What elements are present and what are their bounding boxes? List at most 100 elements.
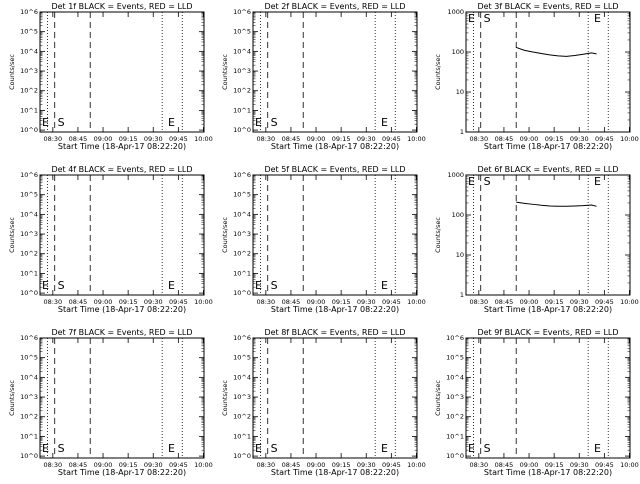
plot-det-5f-xlabel: Start Time (18-Apr-17 08:22:20) — [271, 305, 399, 314]
plot-det-1f-xtick-label: 08:45 — [69, 135, 88, 143]
plot-det-4f-ytick-label: 10^0 — [20, 289, 38, 297]
plot-det-7f-ytick-label: 10^2 — [20, 413, 38, 421]
plot-det-5f-ylabel: Counts/sec — [221, 217, 229, 253]
plot-det-9f-xtick-label: 09:15 — [545, 461, 564, 469]
plot-det-8f-xtick-label: 09:15 — [332, 461, 351, 469]
plot-det-1f-xtick-label: 10:00 — [194, 135, 213, 143]
plot-det-6f-xtick-label: 08:30 — [469, 298, 488, 306]
plot-det-3f-frame — [465, 11, 631, 133]
plot-det-8f-title: Det 8f BLACK = Events, RED = LLD — [264, 328, 405, 337]
plot-det-1f-ytick-label: 10^6 — [20, 8, 38, 16]
plot-det-9f-marker-S: S — [484, 442, 491, 455]
plot-det-1f-xtick-label: 09:00 — [94, 135, 113, 143]
plot-det-1f-ytick-label: 10^2 — [20, 87, 38, 95]
plot-det-2f-ytick-label: 10^4 — [233, 47, 251, 55]
plot-det-9f-xtick-label: 08:30 — [469, 461, 488, 469]
plot-det-6f-xtick-label: 08:45 — [495, 298, 514, 306]
plot-det-6f-ytick-label: 100 — [452, 211, 464, 219]
plot-det-4f-marker-S: S — [58, 279, 65, 292]
plot-det-7f-marker-E-start: E — [42, 442, 49, 455]
plot-det-6f-series-0 — [516, 201, 597, 207]
plot-det-2f-ytick-label: 10^2 — [233, 87, 251, 95]
plot-det-5f-xtick-label: 08:30 — [256, 298, 275, 306]
plot-det-6f-marker-E-start: E — [468, 175, 475, 188]
plot-det-4f-title: Det 4f BLACK = Events, RED = LLD — [51, 165, 192, 174]
plot-det-3f-ytick-label: 1000 — [447, 8, 464, 16]
plot-det-3f-xtick-label: 08:45 — [495, 135, 514, 143]
plot-det-1f-marker-S: S — [58, 116, 65, 129]
plot-det-8f-ytick-label: 10^3 — [233, 393, 251, 401]
plot-det-8f-marker-S: S — [271, 442, 278, 455]
plot-det-4f-xtick-label: 08:45 — [69, 298, 88, 306]
plot-det-8f-xtick-label: 08:45 — [282, 461, 301, 469]
plot-det-7f-ytick-label: 10^4 — [20, 373, 38, 381]
plot-det-9f-marker-E-start: E — [468, 442, 475, 455]
plot-det-6f-marker-S: S — [484, 175, 491, 188]
plot-det-6f-xtick-label: 10:00 — [620, 298, 639, 306]
plot-det-9f-frame — [465, 337, 631, 459]
plot-det-9f-ytick-label: 10^4 — [446, 373, 464, 381]
plot-det-2f-xtick-label: 08:45 — [282, 135, 301, 143]
plot-det-4f-ytick-label: 10^1 — [20, 269, 38, 277]
plot-det-5f-ytick-label: 10^4 — [233, 210, 251, 218]
plot-det-4f-ytick-label: 10^2 — [20, 250, 38, 258]
plot-det-9f-ytick-label: 10^1 — [446, 432, 464, 440]
plot-det-5f-ytick-label: 10^5 — [233, 191, 251, 199]
plot-det-3f-xtick-label: 09:45 — [595, 135, 614, 143]
plot-det-2f-ytick-label: 10^5 — [233, 28, 251, 36]
plot-det-7f-ytick-label: 10^6 — [20, 334, 38, 342]
plot-det-6f-ytick-label: 1000 — [447, 171, 464, 179]
plot-det-7f-xtick-label: 10:00 — [194, 461, 213, 469]
plot-det-7f-marker-E-end: E — [168, 442, 175, 455]
plot-det-8f-frame — [252, 337, 418, 459]
plot-det-9f-title: Det 9f BLACK = Events, RED = LLD — [477, 328, 618, 337]
plot-det-5f-ytick-label: 10^6 — [233, 171, 251, 179]
plot-det-5f-ytick-label: 10^2 — [233, 250, 251, 258]
plot-det-7f-xtick-label: 09:15 — [119, 461, 138, 469]
plot-det-9f-ytick-label: 10^3 — [446, 393, 464, 401]
plot-det-8f-ytick-label: 10^0 — [233, 452, 251, 460]
plot-det-7f-ytick-label: 10^3 — [20, 393, 38, 401]
plot-det-8f-xtick-label: 09:45 — [382, 461, 401, 469]
plot-det-9f-xtick-label: 09:00 — [520, 461, 539, 469]
plot-det-5f-xtick-label: 09:15 — [332, 298, 351, 306]
plot-det-5f-title: Det 5f BLACK = Events, RED = LLD — [264, 165, 405, 174]
plot-det-9f-marker-E-end: E — [594, 442, 601, 455]
plot-det-9f-xtick-label: 09:30 — [570, 461, 589, 469]
plot-det-6f-xtick-label: 09:45 — [595, 298, 614, 306]
plot-det-8f-marker-E-start: E — [255, 442, 262, 455]
plot-det-3f-xtick-label: 09:15 — [545, 135, 564, 143]
plot-det-5f-ytick-label: 10^3 — [233, 230, 251, 238]
plot-det-6f-xtick-label: 09:00 — [520, 298, 539, 306]
plot-det-1f-ytick-label: 10^4 — [20, 47, 38, 55]
plot-det-4f-marker-E-end: E — [168, 279, 175, 292]
plot-det-7f-marker-S: S — [58, 442, 65, 455]
plot-det-2f-ytick-label: 10^6 — [233, 8, 251, 16]
plot-det-4f-xtick-label: 09:00 — [94, 298, 113, 306]
plot-det-6f-marker-E-end: E — [594, 175, 601, 188]
plot-det-5f-frame — [252, 174, 418, 296]
plot-det-5f-xtick-label: 09:00 — [307, 298, 326, 306]
plot-det-2f-xtick-label: 09:30 — [357, 135, 376, 143]
plot-det-2f-marker-S: S — [271, 116, 278, 129]
plot-det-4f-ytick-label: 10^3 — [20, 230, 38, 238]
plot-det-2f-ytick-label: 10^3 — [233, 67, 251, 75]
plot-det-8f-ytick-label: 10^2 — [233, 413, 251, 421]
plot-det-3f-xtick-label: 09:00 — [520, 135, 539, 143]
plot-det-3f-xtick-label: 08:30 — [469, 135, 488, 143]
plot-det-6f-ytick-label: 1 — [460, 291, 464, 299]
plot-det-9f-xtick-label: 10:00 — [620, 461, 639, 469]
plot-det-4f-marker-E-start: E — [42, 279, 49, 292]
plot-det-6f-frame — [465, 174, 631, 296]
plot-det-7f-ytick-label: 10^0 — [20, 452, 38, 460]
plot-det-4f-ytick-label: 10^4 — [20, 210, 38, 218]
plot-det-6f-ytick-label: 10 — [456, 251, 464, 259]
plot-det-5f-ytick-label: 10^1 — [233, 269, 251, 277]
plot-det-6f-xtick-label: 09:30 — [570, 298, 589, 306]
plot-det-9f-xtick-label: 08:45 — [495, 461, 514, 469]
plot-det-2f-xtick-label: 10:00 — [407, 135, 426, 143]
plot-det-1f-xtick-label: 09:45 — [169, 135, 188, 143]
plot-det-7f-frame — [39, 337, 205, 459]
